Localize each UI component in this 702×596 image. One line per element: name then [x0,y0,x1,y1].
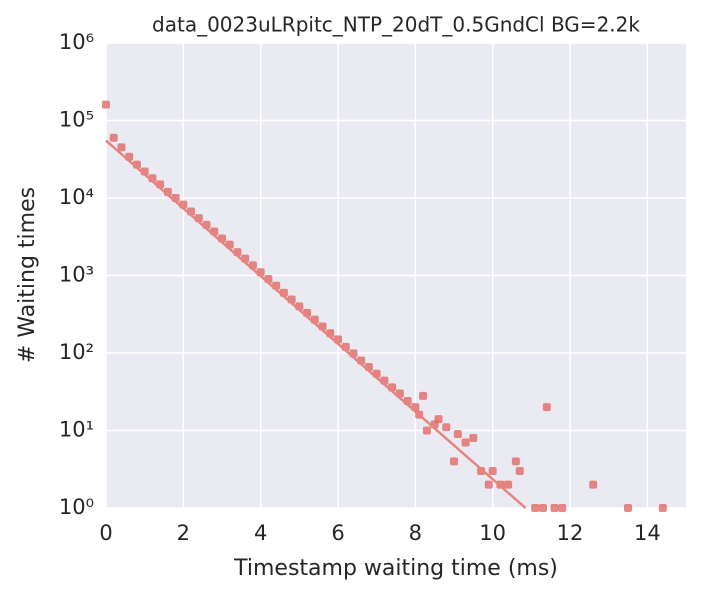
scatter-point [624,504,632,512]
scatter-point [450,457,458,466]
x-tick-label: 8 [409,521,422,545]
x-axis-label: Timestamp waiting time (ms) [233,556,558,581]
scatter-point [504,480,513,489]
scatter-point [589,480,598,489]
x-tick-label: 0 [99,521,112,545]
y-tick-label: 10⁵ [59,108,94,132]
y-tick-label: 10⁶ [59,30,94,54]
x-tick-label: 2 [177,521,190,545]
scatter-point [102,100,110,109]
scatter-point [109,133,118,142]
scatter-point [442,423,451,432]
scatter-point [488,467,497,476]
scatter-point [542,403,551,412]
scatter-point [469,434,478,443]
scatter-point [419,391,428,400]
x-tick-label: 4 [254,521,267,545]
x-tick-label: 12 [557,521,584,545]
scatter-point [658,504,667,512]
scatter-point [515,467,524,476]
scatter-point [117,143,126,152]
scatter-point [531,504,540,512]
scatter-point [477,467,486,476]
scatter-point [422,426,431,435]
fit-line [105,139,527,509]
y-tick-label: 10³ [59,263,94,287]
y-tick-label: 10¹ [59,418,94,442]
chart-title: data_0023uLRpitc_NTP_20dT_0.5GndCl BG=2.… [152,13,640,37]
scatter-point [538,504,547,512]
y-axis-label: # Waiting times [15,187,40,363]
x-tick-label: 14 [634,521,661,545]
x-tick-label: 10 [479,521,506,545]
scatter-point [461,438,470,447]
scatter-point [550,504,559,512]
y-tick-label: 10² [59,340,94,364]
scatter-point [484,480,493,489]
scatter-point [453,430,462,439]
scatter-point [558,504,567,512]
x-tick-label: 6 [331,521,344,545]
y-tick-label: 10⁰ [59,495,94,519]
y-tick-label: 10⁴ [59,185,94,209]
scatter-point [434,415,443,424]
scatter-point [511,457,520,466]
